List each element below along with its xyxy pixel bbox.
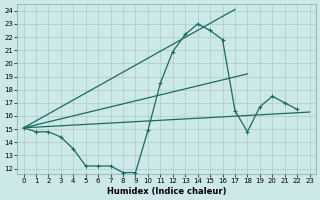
- X-axis label: Humidex (Indice chaleur): Humidex (Indice chaleur): [107, 187, 226, 196]
